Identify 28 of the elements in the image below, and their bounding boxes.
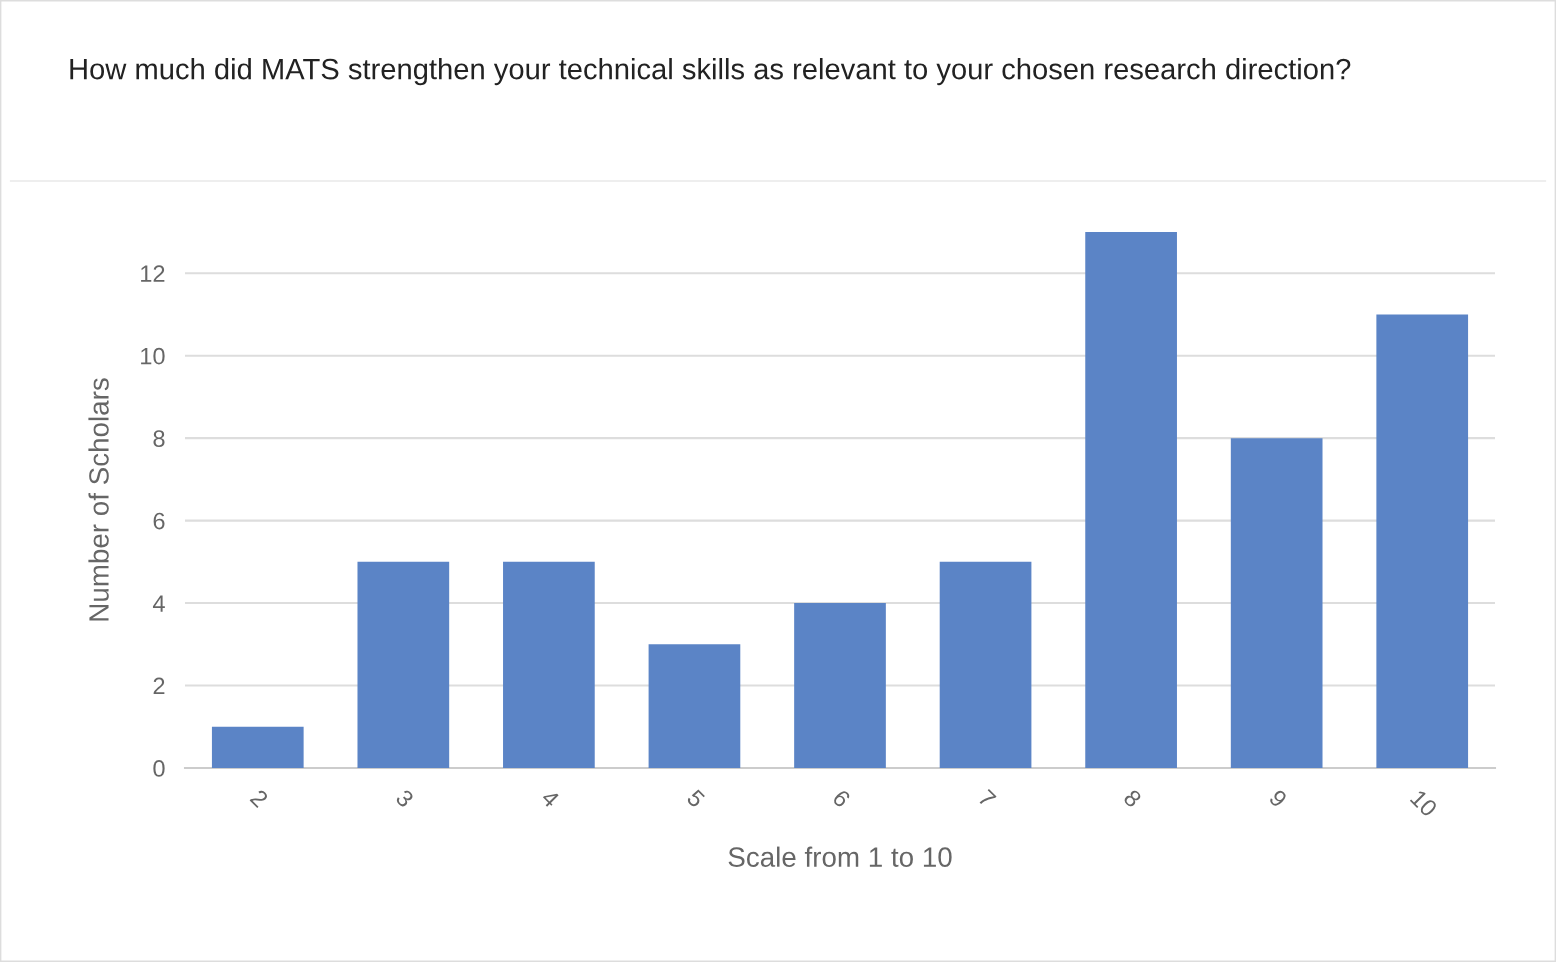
bar: [357, 561, 450, 768]
x-tick-label: 8: [1122, 788, 1143, 809]
bar: [939, 561, 1032, 768]
x-tick-label: 7: [977, 788, 997, 808]
x-tick-label: 10: [1409, 789, 1439, 818]
bar: [648, 644, 741, 768]
x-tick-label: 2: [249, 788, 269, 808]
y-tick-label: 6: [153, 512, 165, 530]
bar: [1230, 438, 1323, 768]
x-tick-label: 3: [394, 788, 415, 809]
bar: [1376, 314, 1469, 768]
y-axis-title: Number of Scholars: [88, 378, 109, 621]
y-tick-label: 4: [152, 595, 165, 612]
y-tick-label: 0: [153, 760, 165, 777]
y-tick-label: 10: [141, 347, 165, 365]
x-tick-label: 6: [831, 788, 852, 809]
x-tick-label: 9: [1268, 788, 1288, 809]
y-tick-label: 8: [153, 430, 165, 447]
chart-title: How much did MATS strengthen your technical skills as relevant to your chosen research direction?: [70, 58, 1351, 86]
bar: [794, 603, 886, 768]
x-axis-title: Scale from 1 to 10: [728, 846, 952, 867]
y-tick-label: 2: [153, 677, 165, 695]
bar: [211, 726, 304, 768]
bar: [503, 561, 595, 768]
x-tick-label: 4: [540, 788, 561, 809]
bar: [1085, 232, 1177, 768]
x-tick-label: 5: [685, 788, 706, 809]
y-tick-label: 12: [141, 265, 165, 282]
